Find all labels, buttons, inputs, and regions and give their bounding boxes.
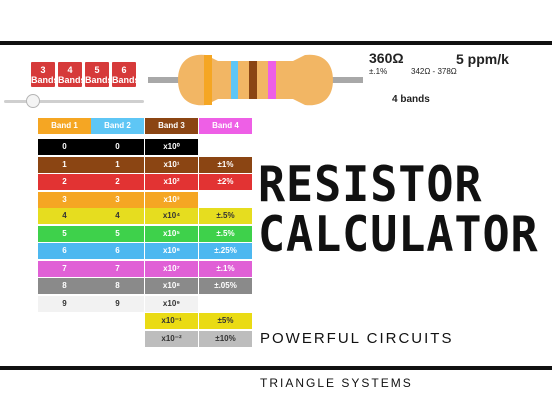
slider-knob[interactable] <box>25 94 40 108</box>
table-cell[interactable]: 9 <box>91 296 144 312</box>
table-cell[interactable]: x10⁰ <box>145 139 198 155</box>
table-cell[interactable]: x10² <box>145 174 198 190</box>
table-cell[interactable]: 8 <box>91 278 144 294</box>
band-button-label: Bands <box>31 75 59 85</box>
title-line-2: CALCULATOR <box>258 206 539 263</box>
table-cell[interactable]: x10¹ <box>145 157 198 173</box>
table-cell[interactable]: ±1% <box>199 157 252 173</box>
table-cell[interactable]: x10⁻¹ <box>145 313 198 329</box>
table-cell[interactable]: x10⁻² <box>145 331 198 347</box>
table-header-band-2: Band 2 <box>91 118 144 134</box>
tagline: POWERFUL CIRCUITS <box>260 330 454 347</box>
table-cell[interactable]: 4 <box>38 208 91 224</box>
table-cell[interactable]: ±.5% <box>199 226 252 242</box>
band-button-label: Bands <box>58 75 86 85</box>
table-cell[interactable]: 1 <box>91 157 144 173</box>
table-cell[interactable]: x10³ <box>145 192 198 208</box>
table-cell[interactable]: 9 <box>38 296 91 312</box>
table-cell[interactable]: x10⁸ <box>145 278 198 294</box>
table-header-band-1: Band 1 <box>38 118 91 134</box>
table-cell[interactable]: 3 <box>91 192 144 208</box>
table-cell[interactable]: 5 <box>38 226 91 242</box>
tolerance-value: ±.1% <box>369 67 388 76</box>
resistor-band-1 <box>204 55 212 105</box>
resistor-band-2 <box>231 61 238 99</box>
table-cell[interactable]: 6 <box>91 243 144 259</box>
table-cell[interactable]: x10⁶ <box>145 243 198 259</box>
resistor-band-4 <box>268 61 276 99</box>
table-cell[interactable]: x10⁴ <box>145 208 198 224</box>
table-cell[interactable]: 0 <box>91 139 144 155</box>
resistor-graphic <box>148 54 363 106</box>
band-button-3[interactable]: 3 Bands <box>31 62 59 87</box>
resistance-value: 360Ω <box>369 50 404 66</box>
table-cell[interactable]: 7 <box>91 261 144 277</box>
table-cell[interactable]: x10⁷ <box>145 261 198 277</box>
table-cell[interactable]: 6 <box>38 243 91 259</box>
table-cell[interactable]: 1 <box>38 157 91 173</box>
table-cell[interactable]: 5 <box>91 226 144 242</box>
table-cell[interactable]: ±.25% <box>199 243 252 259</box>
table-cell[interactable]: 2 <box>38 174 91 190</box>
table-cell[interactable]: ±.1% <box>199 261 252 277</box>
footer-brand: TRIANGLE SYSTEMS <box>260 376 413 390</box>
table-cell[interactable]: 2 <box>91 174 144 190</box>
table-cell[interactable]: ±2% <box>199 174 252 190</box>
slider-track[interactable] <box>4 100 144 103</box>
table-header-band-3: Band 3 <box>145 118 198 134</box>
band-button-number: 4 <box>67 65 73 75</box>
table-cell[interactable]: ±.05% <box>199 278 252 294</box>
band-button-label: Bands <box>112 75 140 85</box>
table-header-band-4: Band 4 <box>199 118 252 134</box>
resistance-range: 342Ω - 378Ω <box>411 67 457 76</box>
band-button-5[interactable]: 5 Bands <box>85 62 113 87</box>
band-button-6[interactable]: 6 Bands <box>112 62 140 87</box>
table-cell[interactable]: x10⁵ <box>145 226 198 242</box>
title-line-1: RESISTOR <box>258 156 483 213</box>
table-cell[interactable]: ±10% <box>199 331 252 347</box>
table-cell[interactable]: ±5% <box>199 313 252 329</box>
table-cell[interactable]: 8 <box>38 278 91 294</box>
table-cell[interactable]: x10⁹ <box>145 296 198 312</box>
table-cell[interactable]: 7 <box>38 261 91 277</box>
band-button-number: 5 <box>94 65 100 75</box>
band-count-label: 4 bands <box>392 94 430 105</box>
band-button-label: Bands <box>85 75 113 85</box>
resistor-band-3 <box>249 61 257 99</box>
band-button-4[interactable]: 4 Bands <box>58 62 86 87</box>
band-button-number: 6 <box>121 65 127 75</box>
band-button-number: 3 <box>40 65 46 75</box>
table-cell[interactable]: 3 <box>38 192 91 208</box>
table-cell[interactable]: 0 <box>38 139 91 155</box>
temperature-coefficient: 5 ppm/k <box>456 51 509 67</box>
table-cell[interactable]: 4 <box>91 208 144 224</box>
table-cell[interactable]: ±.5% <box>199 208 252 224</box>
